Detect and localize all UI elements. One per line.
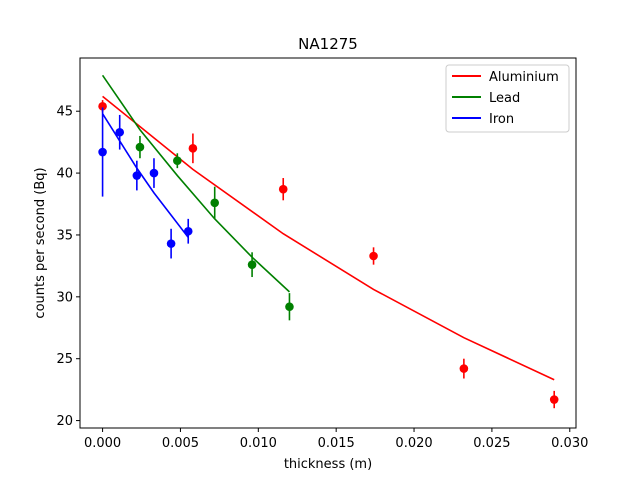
series-lead: [101, 74, 294, 321]
x-tick-label: 0.030: [551, 436, 588, 451]
data-point-iron-2: [132, 171, 142, 180]
data-point-iron-3: [149, 168, 159, 178]
y-tick-label: 40: [56, 167, 73, 182]
data-point-iron-1: [115, 127, 125, 137]
data-point-lead-2: [210, 198, 220, 208]
y-axis-label: counts per second (Bq): [33, 167, 48, 318]
y-tick-label: 25: [56, 352, 73, 367]
data-point-aluminium-1: [188, 144, 198, 153]
data-point-iron-4: [166, 239, 176, 248]
fit-line-iron: [101, 113, 189, 238]
data-point-lead-0: [135, 142, 145, 152]
data-point-aluminium-3: [369, 251, 378, 261]
x-tick-label: 0.020: [395, 436, 432, 451]
data-point-aluminium-4: [459, 364, 469, 373]
y-tick-label: 20: [56, 414, 73, 429]
series-iron: [98, 107, 193, 259]
legend-label-aluminium: Aluminium: [489, 70, 559, 85]
y-tick-label: 35: [56, 228, 73, 243]
x-tick-label: 0.000: [84, 436, 121, 451]
data-point-aluminium-2: [278, 184, 288, 194]
x-tick-label: 0.010: [240, 436, 277, 451]
data-point-aluminium-5: [549, 395, 559, 404]
legend-label-iron: Iron: [489, 112, 514, 127]
axes-frame: [79, 57, 577, 429]
y-tick-label: 45: [56, 105, 73, 120]
plot-content: [98, 74, 559, 409]
data-point-aluminium-0: [98, 101, 107, 111]
data-point-lead-1: [173, 156, 182, 166]
x-axis-label: thickness (m): [284, 457, 372, 472]
data-point-iron-0: [98, 147, 107, 157]
axis-ticks: 0.000 0.005 0.010 0.015 0.020 0.025 0.030 20 25 3…: [56, 105, 588, 451]
data-point-iron-5: [183, 226, 193, 236]
legend-box: [445, 64, 570, 133]
x-tick-label: 0.005: [162, 436, 199, 451]
legend-label-lead: Lead: [489, 91, 520, 106]
x-tick-label: 0.015: [318, 436, 355, 451]
legend: Aluminium Lead Iron: [445, 64, 570, 133]
fit-line-lead: [101, 74, 291, 293]
data-point-lead-3: [247, 260, 257, 269]
data-point-lead-4: [285, 302, 294, 312]
y-tick-label: 30: [56, 290, 73, 305]
x-tick-label: 0.025: [473, 436, 510, 451]
chart-title: NA1275: [298, 35, 358, 53]
